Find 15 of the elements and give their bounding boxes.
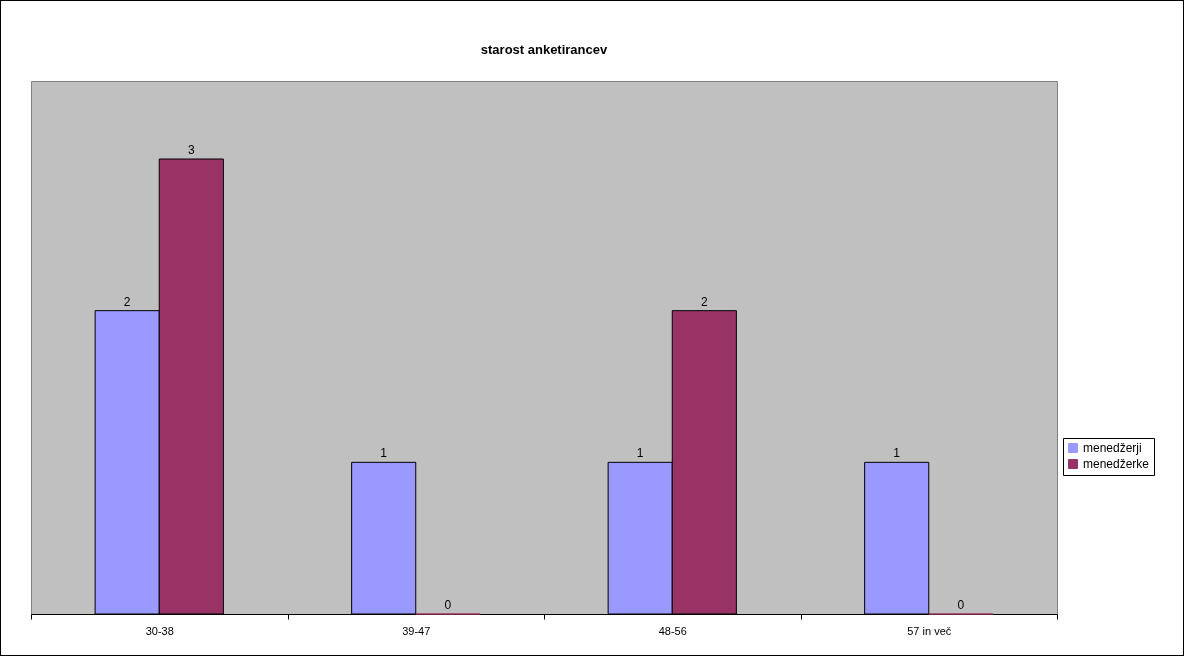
x-tick-label: 48-56 (658, 624, 687, 637)
data-label: 1 (636, 446, 644, 461)
data-label: 1 (380, 446, 388, 461)
data-label: 2 (123, 294, 131, 309)
chart-title: starost anketirancev (480, 42, 608, 57)
x-tick-label: 39-47 (402, 624, 431, 637)
data-label: 0 (957, 598, 965, 612)
data-label: 3 (187, 143, 195, 157)
x-tick-label: 30-38 (145, 624, 174, 637)
data-label: 1 (893, 446, 901, 461)
data-label: 2 (700, 294, 708, 309)
data-label: 0 (444, 598, 452, 612)
legend-label: menedžerke (1083, 457, 1150, 471)
x-tick-label: 57 in več (907, 624, 952, 637)
legend-label: menedžerji (1083, 441, 1142, 455)
